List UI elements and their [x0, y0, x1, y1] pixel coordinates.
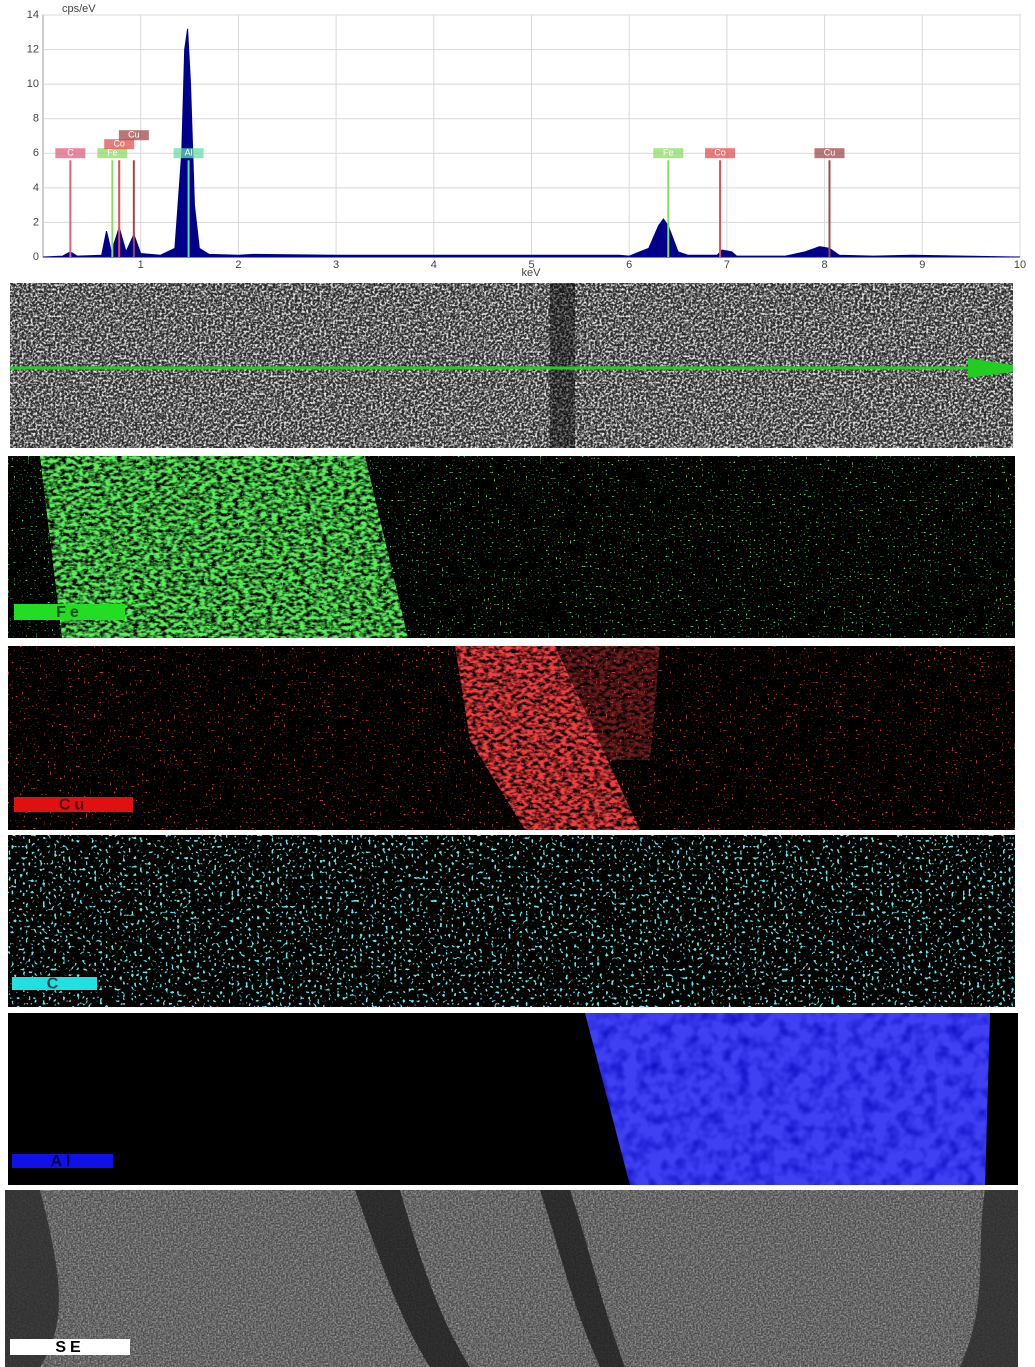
- line-scan-panel: [10, 283, 1013, 448]
- texture: [8, 835, 1015, 1007]
- se-image-panel: [5, 1190, 1018, 1367]
- map-label: Al: [51, 1153, 75, 1170]
- fe-map-panel: [8, 456, 1015, 638]
- map-label: C: [47, 976, 63, 993]
- al-map-panel: [8, 1013, 1018, 1185]
- map-label: Fe: [56, 604, 83, 621]
- map-label: Cu: [59, 797, 88, 814]
- page: cps/eV keV 1234567891002468101214CFeCoCu…: [0, 0, 1035, 1367]
- map-label: SE: [55, 1339, 84, 1356]
- cu-map-panel: [8, 646, 1015, 830]
- texture: [5, 1190, 1018, 1367]
- element-maps: Fe Cu C Al SE: [0, 0, 1035, 1367]
- c-map-panel: [8, 835, 1015, 1007]
- texture: [10, 283, 1013, 448]
- texture: [580, 1013, 1000, 1185]
- texture: [550, 283, 575, 448]
